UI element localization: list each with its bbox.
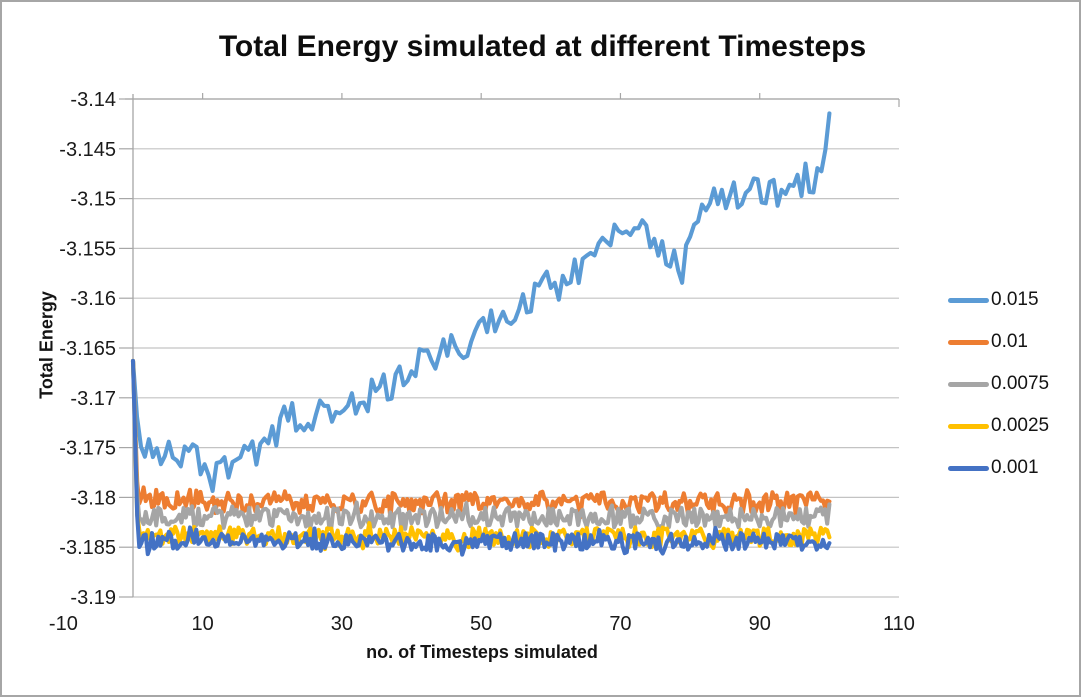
legend-item: 0.015 [948, 279, 1049, 321]
x-tick-label: 110 [883, 613, 915, 635]
y-tick-label: -3.14 [70, 89, 116, 111]
x-tick-labels: -10 10 30 50 70 90 110 [49, 613, 915, 635]
chart-title: Total Energy simulated at different Time… [218, 30, 867, 63]
series-line-0.001 [130, 358, 832, 557]
series-line-0.015 [130, 111, 832, 493]
series-lines [130, 111, 832, 557]
legend-label: 0.015 [991, 289, 1039, 310]
legend-color-line [948, 381, 989, 387]
legend-label: 0.0075 [991, 373, 1050, 394]
series-line-0.0025 [130, 358, 832, 553]
x-tick-label: 30 [331, 613, 353, 635]
legend-label: 0.001 [991, 457, 1039, 478]
legend-color-line [948, 465, 989, 471]
y-tick-label: -3.17 [70, 388, 116, 410]
y-tick-label: -3.185 [59, 537, 116, 559]
y-axis-title: Total Energy [36, 291, 57, 399]
y-tick-labels: -3.14 -3.145 -3.15 -3.155 -3.16 -3.165 -3.17 -3… [59, 89, 116, 609]
y-tick-label: -3.165 [59, 338, 116, 360]
series-line-0.01 [130, 358, 832, 521]
legend-label: 0.0025 [991, 415, 1050, 436]
x-tick-label: 90 [749, 613, 771, 635]
legend-label: 0.01 [991, 331, 1028, 352]
x-tick-label: 10 [192, 613, 214, 635]
legend-color-line [948, 423, 989, 429]
x-tick-label: -10 [49, 613, 78, 635]
y-tick-label: -3.175 [59, 438, 116, 460]
x-tick-label: 50 [470, 613, 492, 635]
y-tick-label: -3.15 [70, 189, 116, 211]
legend-item: 0.0025 [948, 405, 1049, 447]
y-tick-label: -3.16 [70, 288, 116, 310]
legend-item: 0.01 [948, 321, 1049, 363]
y-tick-label: -3.145 [59, 139, 116, 161]
legend-color-line [948, 339, 989, 345]
series-line-0.0075 [130, 358, 832, 531]
chart-legend: 0.015 0.01 0.0075 0.0025 0.001 [948, 279, 1049, 489]
axis-lines [125, 93, 900, 597]
y-tick-label: -3.155 [59, 238, 116, 260]
legend-item: 0.0075 [948, 363, 1049, 405]
y-tick-label: -3.18 [70, 487, 116, 509]
y-tick-label: -3.19 [70, 587, 116, 609]
legend-item: 0.001 [948, 447, 1049, 489]
legend-color-line [948, 297, 989, 303]
x-axis-title: no. of Timesteps simulated [366, 642, 598, 662]
x-tick-label: 70 [609, 613, 631, 635]
